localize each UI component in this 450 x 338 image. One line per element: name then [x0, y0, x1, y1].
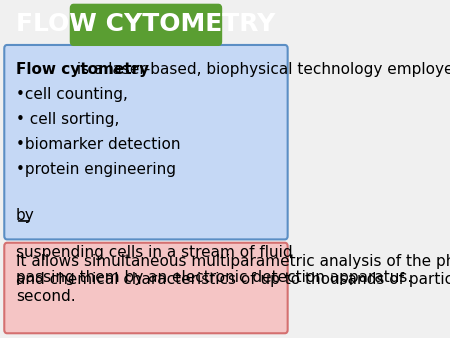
- Text: •cell counting,: •cell counting,: [16, 87, 128, 102]
- Text: by: by: [16, 208, 35, 222]
- Text: passing them by an electronic detection apparatus.: passing them by an electronic detection …: [16, 270, 412, 285]
- Text: •biomarker detection: •biomarker detection: [16, 137, 180, 152]
- Text: •protein engineering: •protein engineering: [16, 162, 176, 177]
- Text: FLOW CYTOMETRY: FLOW CYTOMETRY: [16, 12, 276, 36]
- Text: It allows simultaneous multiparametric analysis of the physical
and chemical cha: It allows simultaneous multiparametric a…: [16, 255, 450, 304]
- FancyBboxPatch shape: [71, 5, 221, 45]
- Text: is a laser-based, biophysical technology employed in: is a laser-based, biophysical technology…: [72, 62, 450, 77]
- FancyBboxPatch shape: [4, 243, 288, 333]
- Text: • cell sorting,: • cell sorting,: [16, 112, 119, 127]
- FancyBboxPatch shape: [4, 45, 288, 239]
- Text: Flow cytometry: Flow cytometry: [16, 62, 149, 77]
- Text: suspending cells in a stream of fluid: suspending cells in a stream of fluid: [16, 245, 292, 260]
